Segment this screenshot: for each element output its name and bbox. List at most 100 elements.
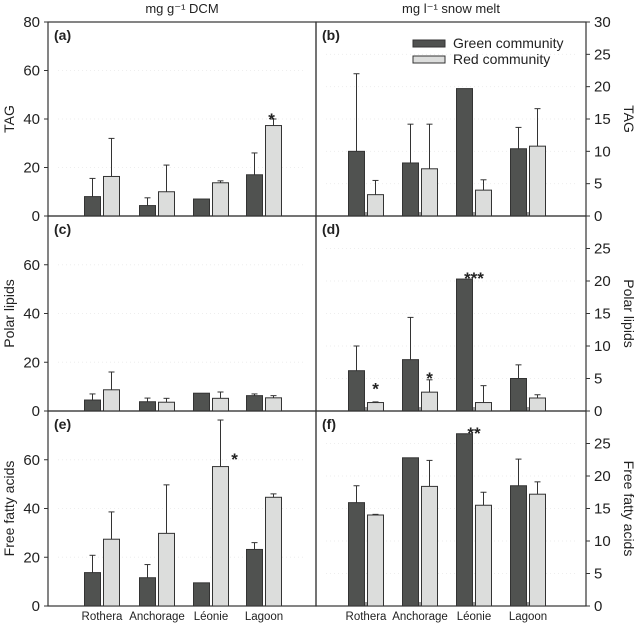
significance-marker: ***: [464, 269, 484, 288]
x-category-label: Léonie: [194, 611, 229, 623]
y-tick-label: 80: [23, 14, 40, 31]
bar-red: [212, 182, 229, 217]
bar-red: [158, 532, 175, 607]
bar-green: [510, 148, 527, 217]
y-axis-label: TAG: [1, 105, 17, 133]
bar-green: [193, 392, 210, 412]
y-tick-label: 25: [594, 46, 611, 63]
bar-red: [367, 514, 384, 607]
bar-red: [265, 125, 282, 217]
bar-red: [367, 194, 384, 217]
column-header-left: mg g⁻¹ DCM: [145, 1, 218, 16]
y-tick-label: 20: [594, 273, 611, 290]
y-axis-label: Polar lipids: [621, 279, 637, 347]
significance-marker: **: [467, 424, 481, 443]
x-category-label: Rothera: [346, 611, 388, 623]
y-tick-label: 0: [32, 208, 40, 225]
x-category-label: Rothera: [82, 611, 124, 623]
significance-marker: *: [231, 450, 238, 469]
bar-green: [402, 162, 419, 217]
panel-label: (e): [54, 416, 71, 432]
y-tick-label: 20: [594, 79, 611, 96]
column-header-right: mg l⁻¹ snow melt: [402, 1, 500, 16]
bar-green: [402, 457, 419, 607]
y-tick-label: 10: [594, 143, 611, 160]
legend-swatch-green: [412, 39, 446, 48]
y-tick-label: 60: [23, 452, 40, 469]
y-tick-label: 40: [23, 111, 40, 128]
y-tick-label: 60: [23, 63, 40, 80]
y-tick-label: 25: [594, 241, 611, 258]
y-tick-label: 20: [594, 468, 611, 485]
y-tick-label: 0: [32, 403, 40, 420]
bar-green: [246, 395, 263, 412]
bar-green: [84, 196, 101, 217]
bar-green: [348, 370, 365, 412]
y-tick-label: 20: [23, 354, 40, 371]
bar-green: [84, 399, 101, 412]
bar-green: [402, 359, 419, 412]
bar-red: [475, 402, 492, 412]
legend-label: Green community: [453, 35, 563, 51]
bar-green: [348, 502, 365, 607]
bar-red: [475, 504, 492, 607]
y-axis-label: Free fatty acids: [621, 461, 637, 557]
y-tick-label: 0: [594, 598, 602, 615]
bar-red: [421, 168, 438, 217]
y-tick-label: 5: [594, 176, 602, 193]
y-axis-label: Free fatty acids: [1, 461, 17, 557]
panel-label: (c): [54, 221, 71, 237]
bar-red: [529, 397, 546, 412]
bar-red: [212, 397, 229, 412]
legend-swatch-red: [412, 55, 446, 64]
x-category-label: Anchorage: [392, 611, 448, 623]
x-category-label: Anchorage: [129, 611, 185, 623]
bar-red: [421, 485, 438, 607]
bar-red: [103, 389, 120, 412]
y-tick-label: 15: [594, 501, 611, 518]
y-tick-label: 40: [23, 501, 40, 518]
bar-red: [265, 397, 282, 412]
bar-green: [456, 433, 473, 607]
y-tick-label: 5: [594, 566, 602, 583]
bar-red: [158, 191, 175, 217]
y-tick-label: 15: [594, 111, 611, 128]
y-tick-label: 0: [32, 598, 40, 615]
legend-label: Red community: [453, 51, 550, 67]
bar-green: [348, 150, 365, 217]
bar-red: [265, 496, 282, 607]
y-tick-label: 20: [23, 160, 40, 177]
bar-red: [475, 189, 492, 217]
x-category-label: Lagoon: [509, 611, 547, 623]
bar-red: [158, 401, 175, 412]
y-tick-label: 0: [594, 403, 602, 420]
y-tick-label: 30: [594, 14, 611, 31]
x-category-label: Lagoon: [245, 611, 283, 623]
bar-red: [421, 391, 438, 412]
x-category-label: Léonie: [457, 611, 492, 623]
bar-green: [84, 572, 101, 607]
bar-red: [529, 145, 546, 217]
bar-green: [193, 582, 210, 607]
bar-green: [510, 378, 527, 412]
y-tick-label: 15: [594, 306, 611, 323]
bar-red: [367, 402, 384, 412]
y-tick-label: 25: [594, 436, 611, 453]
bar-red: [212, 466, 229, 607]
bar-red: [103, 538, 120, 607]
y-axis-label: TAG: [621, 105, 637, 133]
bar-green: [456, 88, 473, 217]
y-tick-label: 20: [23, 549, 40, 566]
bar-green: [510, 485, 527, 607]
panel-label: (f): [322, 416, 336, 432]
y-tick-label: 0: [594, 208, 602, 225]
bar-green: [139, 205, 156, 217]
y-tick-label: 10: [594, 533, 611, 550]
panel-label: (b): [322, 27, 340, 43]
significance-marker: *: [268, 110, 275, 129]
y-tick-label: 40: [23, 306, 40, 323]
significance-marker: *: [426, 369, 433, 388]
bar-green: [246, 174, 263, 217]
bar-green: [139, 401, 156, 412]
